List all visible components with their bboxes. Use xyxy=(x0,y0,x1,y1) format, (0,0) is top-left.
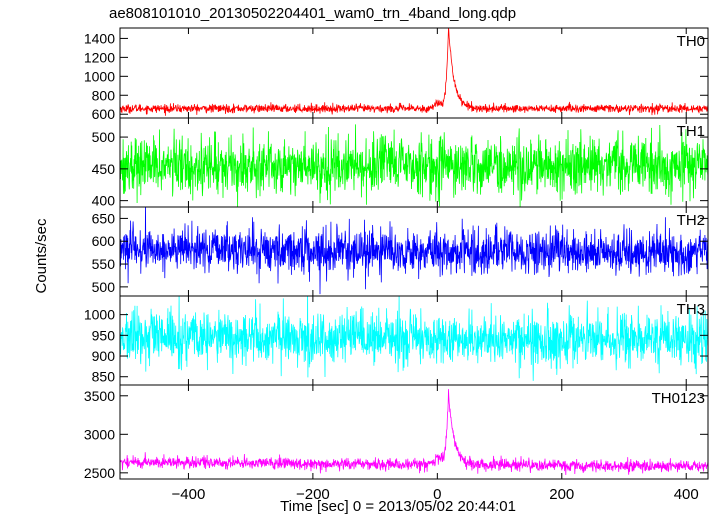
series-line-th3 xyxy=(120,296,708,381)
y-tick-label-th2: 500 xyxy=(92,279,116,295)
chart-title: ae808101010_20130502204401_wam0_trn_4ban… xyxy=(109,5,516,22)
series-label-th1: TH1 xyxy=(677,123,705,140)
y-tick-label-th0: 1400 xyxy=(84,30,115,46)
panel-th2: 500 550 600 650 TH2 xyxy=(92,206,709,297)
y-tick-label-th3: 850 xyxy=(92,369,116,385)
y-tick-label-th3: 1000 xyxy=(84,307,115,323)
panel-frame-th0 xyxy=(119,27,709,119)
y-tick-label-th0123: 3000 xyxy=(84,426,115,442)
panel-th0: 600 800 1000 1200 1400 TH0 xyxy=(84,27,709,122)
series-line-th0123 xyxy=(120,389,708,476)
x-tick-label: 400 xyxy=(674,486,699,503)
y-tick-label-th2: 550 xyxy=(92,256,116,272)
series-label-th0: TH0 xyxy=(677,33,705,50)
panel-th0123: 2500 3000 3500 TH0123 xyxy=(84,384,709,481)
panel-th3: 850 900 950 1000 TH3 xyxy=(84,295,709,386)
y-tick-label-th1: 400 xyxy=(92,193,116,209)
y-tick-label-th1: 450 xyxy=(92,161,116,177)
y-tick-label-th1: 500 xyxy=(92,129,116,145)
series-label-th3: TH3 xyxy=(677,301,705,318)
series-line-th1 xyxy=(120,124,708,207)
panel-frame-th0123 xyxy=(119,384,709,480)
panels-group: 600 800 1000 1200 1400 TH0 400 450 500 TH1 500 550 6… xyxy=(84,27,709,481)
y-tick-label-th2: 650 xyxy=(92,210,116,226)
y-tick-label-th0123: 2500 xyxy=(84,465,115,481)
x-tick-label: −400 xyxy=(172,486,206,503)
y-axis-label: Counts/sec xyxy=(33,218,50,294)
x-tick-label: −200 xyxy=(296,486,330,503)
panel-th1: 400 450 500 TH1 xyxy=(92,117,709,209)
series-label-th0123: TH0123 xyxy=(652,390,705,407)
y-tick-label-th0: 600 xyxy=(92,106,116,122)
y-tick-label-th3: 950 xyxy=(92,327,116,343)
y-tick-label-th0: 800 xyxy=(92,87,116,103)
series-line-th0 xyxy=(120,28,708,116)
x-axis-label: Time [sec] 0 = 2013/05/02 20:44:01 xyxy=(280,498,516,515)
x-axis: −400 −200 0 200 400 xyxy=(172,486,699,503)
y-tick-label-th2: 600 xyxy=(92,233,116,249)
y-tick-label-th3: 900 xyxy=(92,348,116,364)
y-tick-label-th0: 1000 xyxy=(84,68,115,84)
x-tick-label: 200 xyxy=(549,486,574,503)
x-tick-label: 0 xyxy=(433,486,441,503)
y-tick-label-th0: 1200 xyxy=(84,49,115,65)
y-tick-label-th0123: 3500 xyxy=(84,388,115,404)
series-line-th2 xyxy=(120,207,708,295)
series-label-th2: TH2 xyxy=(677,212,705,229)
